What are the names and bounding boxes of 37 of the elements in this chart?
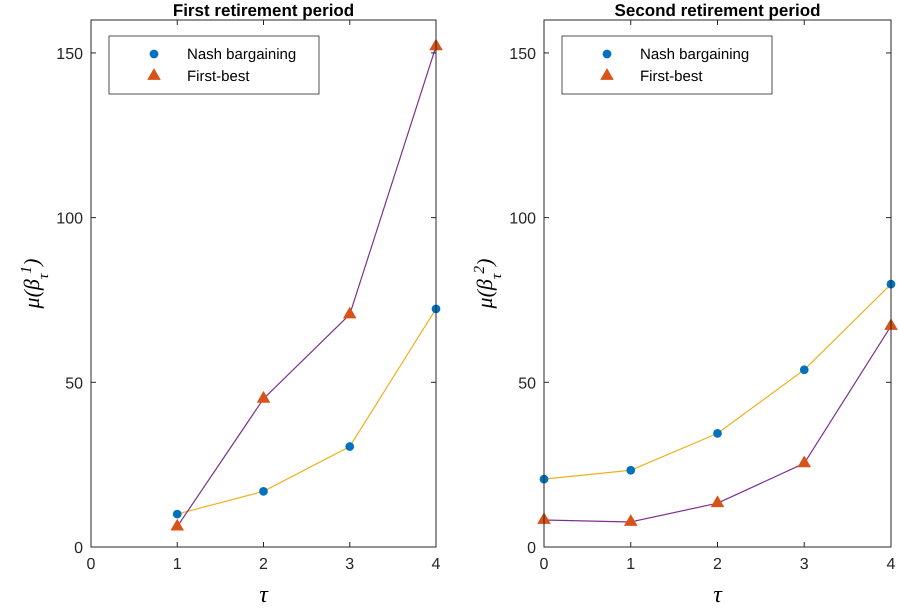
legend-label: Nash bargaining: [640, 46, 750, 63]
x-tick-label: 1: [626, 556, 636, 573]
point: [345, 442, 354, 451]
y-tick-label: 100: [509, 210, 536, 228]
point: [710, 495, 724, 508]
point: [624, 514, 638, 526]
y-tick-label: 50: [518, 375, 536, 392]
legend-label: First-best: [187, 68, 250, 85]
x-tick-label: 4: [886, 556, 896, 573]
y-tick-label: 50: [65, 375, 84, 392]
x-axis-title: τ: [713, 582, 724, 608]
x-tick-label: 0: [540, 556, 549, 573]
point: [626, 466, 636, 475]
x-axis-title: τ: [259, 582, 270, 608]
point: [259, 486, 268, 496]
y-tick-label: 0: [74, 540, 84, 557]
x-tick-label: 1: [172, 556, 182, 573]
x-tick-label: 0: [86, 556, 96, 573]
point: [342, 306, 357, 318]
point: [256, 390, 270, 403]
x-tick-label: 4: [432, 556, 441, 573]
point: [797, 455, 812, 468]
point: [800, 365, 809, 374]
point: [713, 429, 722, 438]
x-tick-label: 3: [345, 556, 354, 573]
chart-title: Second retirement period: [614, 1, 820, 20]
chart-title: First retirement period: [172, 1, 354, 20]
x-tick-label: 2: [713, 556, 722, 573]
legend-label: First-best: [640, 68, 704, 85]
x-tick-label: 2: [259, 556, 268, 573]
y-tick-label: 100: [56, 210, 84, 228]
point: [172, 510, 182, 518]
y-tick-label: 150: [56, 46, 84, 63]
legend-label: Nash bargaining: [187, 46, 296, 63]
x-tick-label: 3: [800, 556, 809, 573]
y-tick-label: 0: [527, 540, 536, 557]
y-tick-label: 150: [509, 46, 536, 63]
